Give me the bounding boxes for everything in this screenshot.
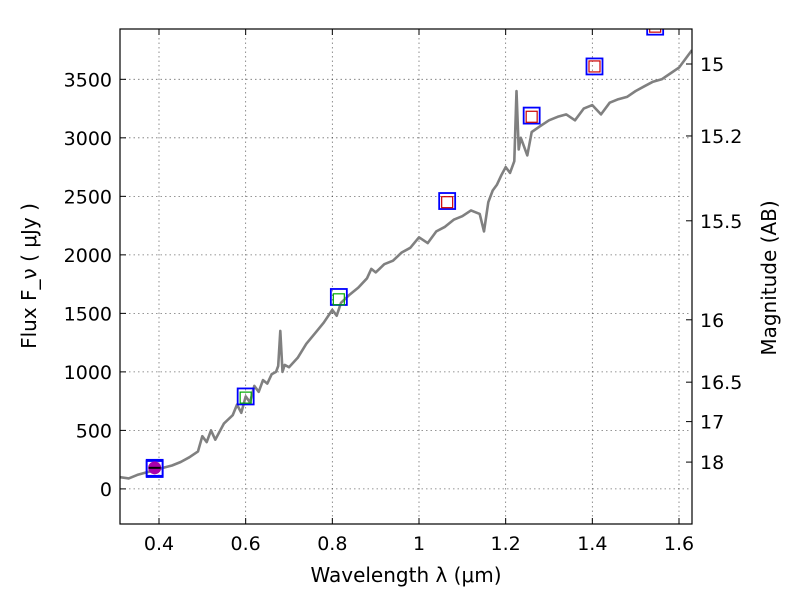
x-tick-label: 1.4 — [577, 533, 607, 555]
photometry-point — [236, 387, 255, 406]
y-tick-label: 500 — [76, 420, 112, 442]
y-tick-label: 0 — [100, 479, 112, 501]
y-tick-label: 1500 — [64, 303, 112, 325]
right-tick-label: 18 — [700, 452, 724, 474]
y-tick-label: 3000 — [64, 128, 112, 150]
y-tick-label: 2000 — [64, 245, 112, 267]
model-point — [332, 293, 345, 306]
right-tick-label: 15.2 — [700, 126, 742, 148]
x-tick-label: 1 — [413, 533, 425, 555]
x-tick-label: 0.8 — [317, 533, 347, 555]
right-tick-label: 16 — [700, 310, 724, 332]
right-axis-label: Magnitude (AB) — [757, 200, 781, 355]
x-tick-label: 0.6 — [231, 533, 261, 555]
x-axis-label: Wavelength λ (μm) — [310, 563, 501, 587]
right-tick-label: 17 — [700, 412, 724, 434]
right-tick-label: 15 — [700, 54, 724, 76]
model-point — [649, 29, 662, 33]
photometry-point — [438, 192, 457, 210]
y-tick-label: 1000 — [64, 362, 112, 384]
photometry-point — [646, 29, 665, 36]
uv-photometry-box — [145, 458, 164, 477]
plot-area — [120, 29, 692, 480]
model-point — [525, 110, 538, 123]
x-tick-label: 1.6 — [664, 533, 694, 555]
x-tick-label: 1.2 — [491, 533, 521, 555]
plot-frame — [119, 28, 693, 525]
model-point — [588, 60, 601, 73]
y-axis-label: Flux F_ν ( μJy ) — [17, 203, 41, 349]
model-point — [441, 196, 454, 209]
y-tick-label: 2500 — [64, 186, 112, 208]
y-tick-label: 3500 — [64, 69, 112, 91]
right-tick-label: 16.5 — [700, 372, 742, 394]
photometry-point — [585, 57, 604, 76]
right-tick-label: 15.5 — [700, 211, 742, 233]
model-point — [239, 391, 252, 404]
axis-ticks: 0.4 0.6 0.8 1 1.2 1.4 1.6 0 500 1000 1500 2000 2500 3… — [64, 29, 742, 555]
photometry-point — [522, 106, 541, 125]
x-tick-label: 0.4 — [144, 533, 174, 555]
grid — [120, 29, 692, 524]
spectrum-line — [120, 49, 692, 480]
